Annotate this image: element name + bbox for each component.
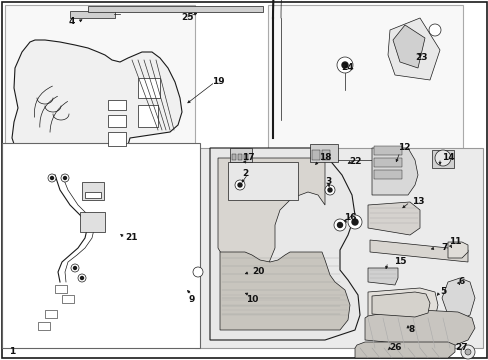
- Polygon shape: [220, 252, 349, 330]
- Text: 24: 24: [341, 63, 354, 72]
- Polygon shape: [367, 288, 437, 322]
- Text: 21: 21: [125, 234, 138, 243]
- Bar: [311, 150, 319, 160]
- Bar: [38, 322, 50, 330]
- Text: 12: 12: [397, 144, 409, 153]
- Bar: [138, 78, 160, 98]
- Bar: [373, 170, 401, 179]
- Bar: [62, 295, 74, 303]
- Polygon shape: [218, 158, 325, 272]
- Circle shape: [61, 174, 69, 182]
- Bar: [238, 154, 242, 160]
- Circle shape: [336, 57, 352, 73]
- Circle shape: [347, 215, 361, 229]
- Text: 9: 9: [188, 296, 195, 305]
- Circle shape: [78, 274, 86, 282]
- Polygon shape: [354, 342, 454, 358]
- Bar: [431, 150, 453, 168]
- Circle shape: [434, 150, 450, 166]
- Polygon shape: [367, 268, 397, 285]
- Circle shape: [333, 219, 346, 231]
- Polygon shape: [369, 240, 467, 262]
- Text: 3: 3: [324, 177, 330, 186]
- Circle shape: [48, 174, 56, 182]
- Text: 4: 4: [69, 18, 75, 27]
- Text: 16: 16: [343, 213, 356, 222]
- Text: 13: 13: [411, 198, 424, 207]
- Circle shape: [351, 219, 357, 225]
- Polygon shape: [12, 40, 182, 155]
- Bar: [373, 146, 401, 155]
- Text: 25: 25: [182, 13, 194, 22]
- Bar: [45, 310, 57, 318]
- Bar: [227, 162, 297, 200]
- Circle shape: [460, 345, 474, 359]
- Circle shape: [235, 180, 244, 190]
- Bar: [321, 150, 329, 160]
- Bar: [373, 158, 401, 167]
- Bar: [82, 182, 104, 200]
- Bar: [2, 143, 200, 348]
- Text: 20: 20: [251, 267, 264, 276]
- Text: 7: 7: [441, 243, 447, 252]
- Bar: [309, 144, 337, 162]
- Text: 6: 6: [458, 278, 464, 287]
- Bar: [108, 100, 126, 110]
- Text: 17: 17: [241, 153, 254, 162]
- Text: 2: 2: [242, 170, 247, 179]
- Bar: [244, 154, 247, 160]
- Polygon shape: [209, 148, 359, 340]
- Circle shape: [428, 24, 440, 36]
- Bar: [5, 5, 195, 155]
- Text: 10: 10: [245, 296, 258, 305]
- Bar: [108, 115, 126, 127]
- Text: 27: 27: [455, 343, 468, 352]
- Text: 14: 14: [441, 153, 453, 162]
- Circle shape: [238, 183, 242, 187]
- Bar: [195, 148, 482, 348]
- Polygon shape: [441, 278, 474, 320]
- Text: 19: 19: [211, 77, 224, 86]
- Polygon shape: [392, 25, 424, 68]
- Circle shape: [193, 267, 203, 277]
- Bar: [138, 105, 158, 127]
- Text: 23: 23: [415, 54, 427, 63]
- Circle shape: [71, 264, 79, 272]
- Polygon shape: [387, 18, 439, 80]
- Circle shape: [337, 222, 342, 228]
- Bar: [88, 6, 263, 12]
- Text: 5: 5: [439, 288, 445, 297]
- Text: 15: 15: [393, 257, 406, 266]
- Text: 8: 8: [408, 325, 414, 334]
- Bar: [267, 5, 462, 160]
- Circle shape: [325, 185, 334, 195]
- Circle shape: [341, 62, 347, 68]
- Circle shape: [81, 276, 83, 279]
- Bar: [231, 154, 236, 160]
- Bar: [80, 212, 105, 232]
- Polygon shape: [371, 292, 429, 317]
- Polygon shape: [371, 148, 417, 195]
- Bar: [85, 192, 101, 198]
- Polygon shape: [447, 242, 467, 258]
- Circle shape: [327, 188, 331, 192]
- Text: 11: 11: [448, 238, 460, 247]
- Text: 26: 26: [388, 343, 401, 352]
- Text: 1: 1: [9, 347, 15, 356]
- Polygon shape: [364, 310, 474, 348]
- Circle shape: [50, 176, 53, 180]
- Bar: [55, 285, 67, 293]
- Bar: [229, 148, 251, 162]
- Text: 22: 22: [348, 157, 361, 166]
- Bar: [108, 132, 126, 146]
- Circle shape: [464, 349, 470, 355]
- Text: 18: 18: [318, 153, 330, 162]
- Bar: [70, 11, 115, 18]
- Circle shape: [63, 176, 66, 180]
- Circle shape: [73, 266, 76, 270]
- Polygon shape: [367, 202, 419, 235]
